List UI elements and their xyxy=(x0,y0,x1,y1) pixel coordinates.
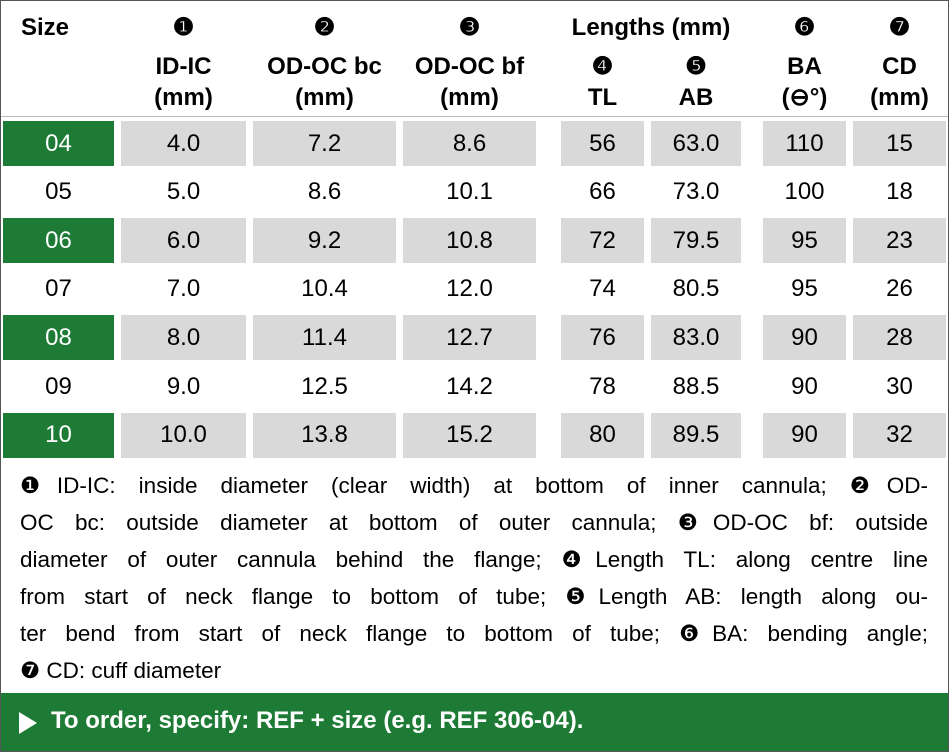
value-cell: 4.0 xyxy=(121,121,246,166)
header-marker: ❷ xyxy=(313,14,336,41)
header-lengths: Lengths (mm) xyxy=(571,14,731,41)
value-cell: 30 xyxy=(886,372,913,400)
value-cell: 79.5 xyxy=(651,218,741,264)
value-cell: 32 xyxy=(853,412,946,458)
value-cell: 73.0 xyxy=(672,178,720,206)
value-cell: 95 xyxy=(791,275,818,303)
header-unit: (mm) xyxy=(295,84,354,111)
header-marker: ❹ xyxy=(591,53,614,80)
value-cell: 12.7 xyxy=(403,315,536,361)
header-unit: (mm) xyxy=(440,84,499,111)
size-cell: 06 xyxy=(3,218,114,264)
size-cell: 10 xyxy=(3,412,114,458)
note-line: ter bend from start of neck flange to bo… xyxy=(20,621,928,646)
header-unit: (mm) xyxy=(154,84,213,111)
value-cell: 90 xyxy=(791,372,818,400)
size-cell: 08 xyxy=(3,315,114,361)
note-line: ❶ID-IC: inside diameter (clear width) at… xyxy=(20,473,928,498)
value-cell: 7.0 xyxy=(166,275,201,303)
header-label: OD-OC bc xyxy=(267,53,382,80)
value-cell: 74 xyxy=(589,275,616,303)
size-cell: 04 xyxy=(3,121,114,166)
header-rule xyxy=(1,116,948,117)
header-label: CD xyxy=(882,53,917,80)
value-cell: 89.5 xyxy=(651,412,741,458)
value-cell: 12.5 xyxy=(301,372,348,400)
value-cell: 95 xyxy=(763,218,846,264)
size-cell: 07 xyxy=(45,275,72,303)
value-cell: 100 xyxy=(784,178,825,206)
header-size: Size xyxy=(21,14,70,41)
value-cell: 9.2 xyxy=(253,218,396,264)
header-label: TL xyxy=(587,84,618,111)
value-cell: 72 xyxy=(561,218,644,264)
header-label: ID-IC xyxy=(155,53,212,80)
value-cell: 90 xyxy=(763,315,846,361)
note-line: from start of neck flange to bottom of t… xyxy=(20,584,928,609)
header-marker: ❼ xyxy=(888,14,911,41)
value-cell: 66 xyxy=(589,178,616,206)
value-cell: 90 xyxy=(763,412,846,458)
note-line: OC bc: outside diameter at bottom of out… xyxy=(20,510,928,535)
header-label: OD-OC bf xyxy=(414,53,525,80)
value-cell: 8.6 xyxy=(403,121,536,166)
header-label: AB xyxy=(678,84,714,111)
value-cell: 6.0 xyxy=(121,218,246,264)
value-cell: 10.8 xyxy=(403,218,536,264)
header-marker: ❸ xyxy=(458,14,481,41)
value-cell: 88.5 xyxy=(672,372,720,400)
header-marker: ❺ xyxy=(685,53,707,80)
value-cell: 14.2 xyxy=(446,372,493,400)
arrow-icon xyxy=(19,712,37,734)
value-cell: 9.0 xyxy=(166,372,201,400)
value-cell: 28 xyxy=(853,315,946,361)
header-marker: ❻ xyxy=(793,14,816,41)
header-unit: (⊖°) xyxy=(781,84,828,111)
header-unit: (mm) xyxy=(870,84,929,111)
value-cell: 8.0 xyxy=(121,315,246,361)
value-cell: 10.1 xyxy=(446,178,493,206)
value-cell: 15.2 xyxy=(403,412,536,458)
order-text: To order, specify: REF + size (e.g. REF … xyxy=(51,707,584,734)
value-cell: 76 xyxy=(561,315,644,361)
value-cell: 12.0 xyxy=(446,275,493,303)
size-cell: 09 xyxy=(45,372,72,400)
value-cell: 7.2 xyxy=(253,121,396,166)
value-cell: 5.0 xyxy=(166,178,201,206)
value-cell: 23 xyxy=(853,218,946,264)
value-cell: 83.0 xyxy=(651,315,741,361)
value-cell: 78 xyxy=(589,372,616,400)
value-cell: 110 xyxy=(763,121,846,166)
value-cell: 10.4 xyxy=(301,275,348,303)
value-cell: 80.5 xyxy=(672,275,720,303)
value-cell: 26 xyxy=(886,275,913,303)
value-cell: 10.0 xyxy=(121,412,246,458)
value-cell: 80 xyxy=(561,412,644,458)
value-cell: 15 xyxy=(853,121,946,166)
value-cell: 56 xyxy=(561,121,644,166)
value-cell: 63.0 xyxy=(651,121,741,166)
size-cell: 05 xyxy=(45,178,72,206)
note-line: diameter of outer cannula behind the fla… xyxy=(20,547,928,572)
value-cell: 18 xyxy=(886,178,913,206)
note-line: ❼ CD: cuff diameter xyxy=(20,658,222,683)
header-label: BA xyxy=(787,53,822,80)
value-cell: 8.6 xyxy=(307,178,342,206)
value-cell: 13.8 xyxy=(253,412,396,458)
value-cell: 11.4 xyxy=(253,315,396,361)
order-bar: To order, specify: REF + size (e.g. REF … xyxy=(1,693,948,751)
header-marker: ❶ xyxy=(172,14,195,41)
